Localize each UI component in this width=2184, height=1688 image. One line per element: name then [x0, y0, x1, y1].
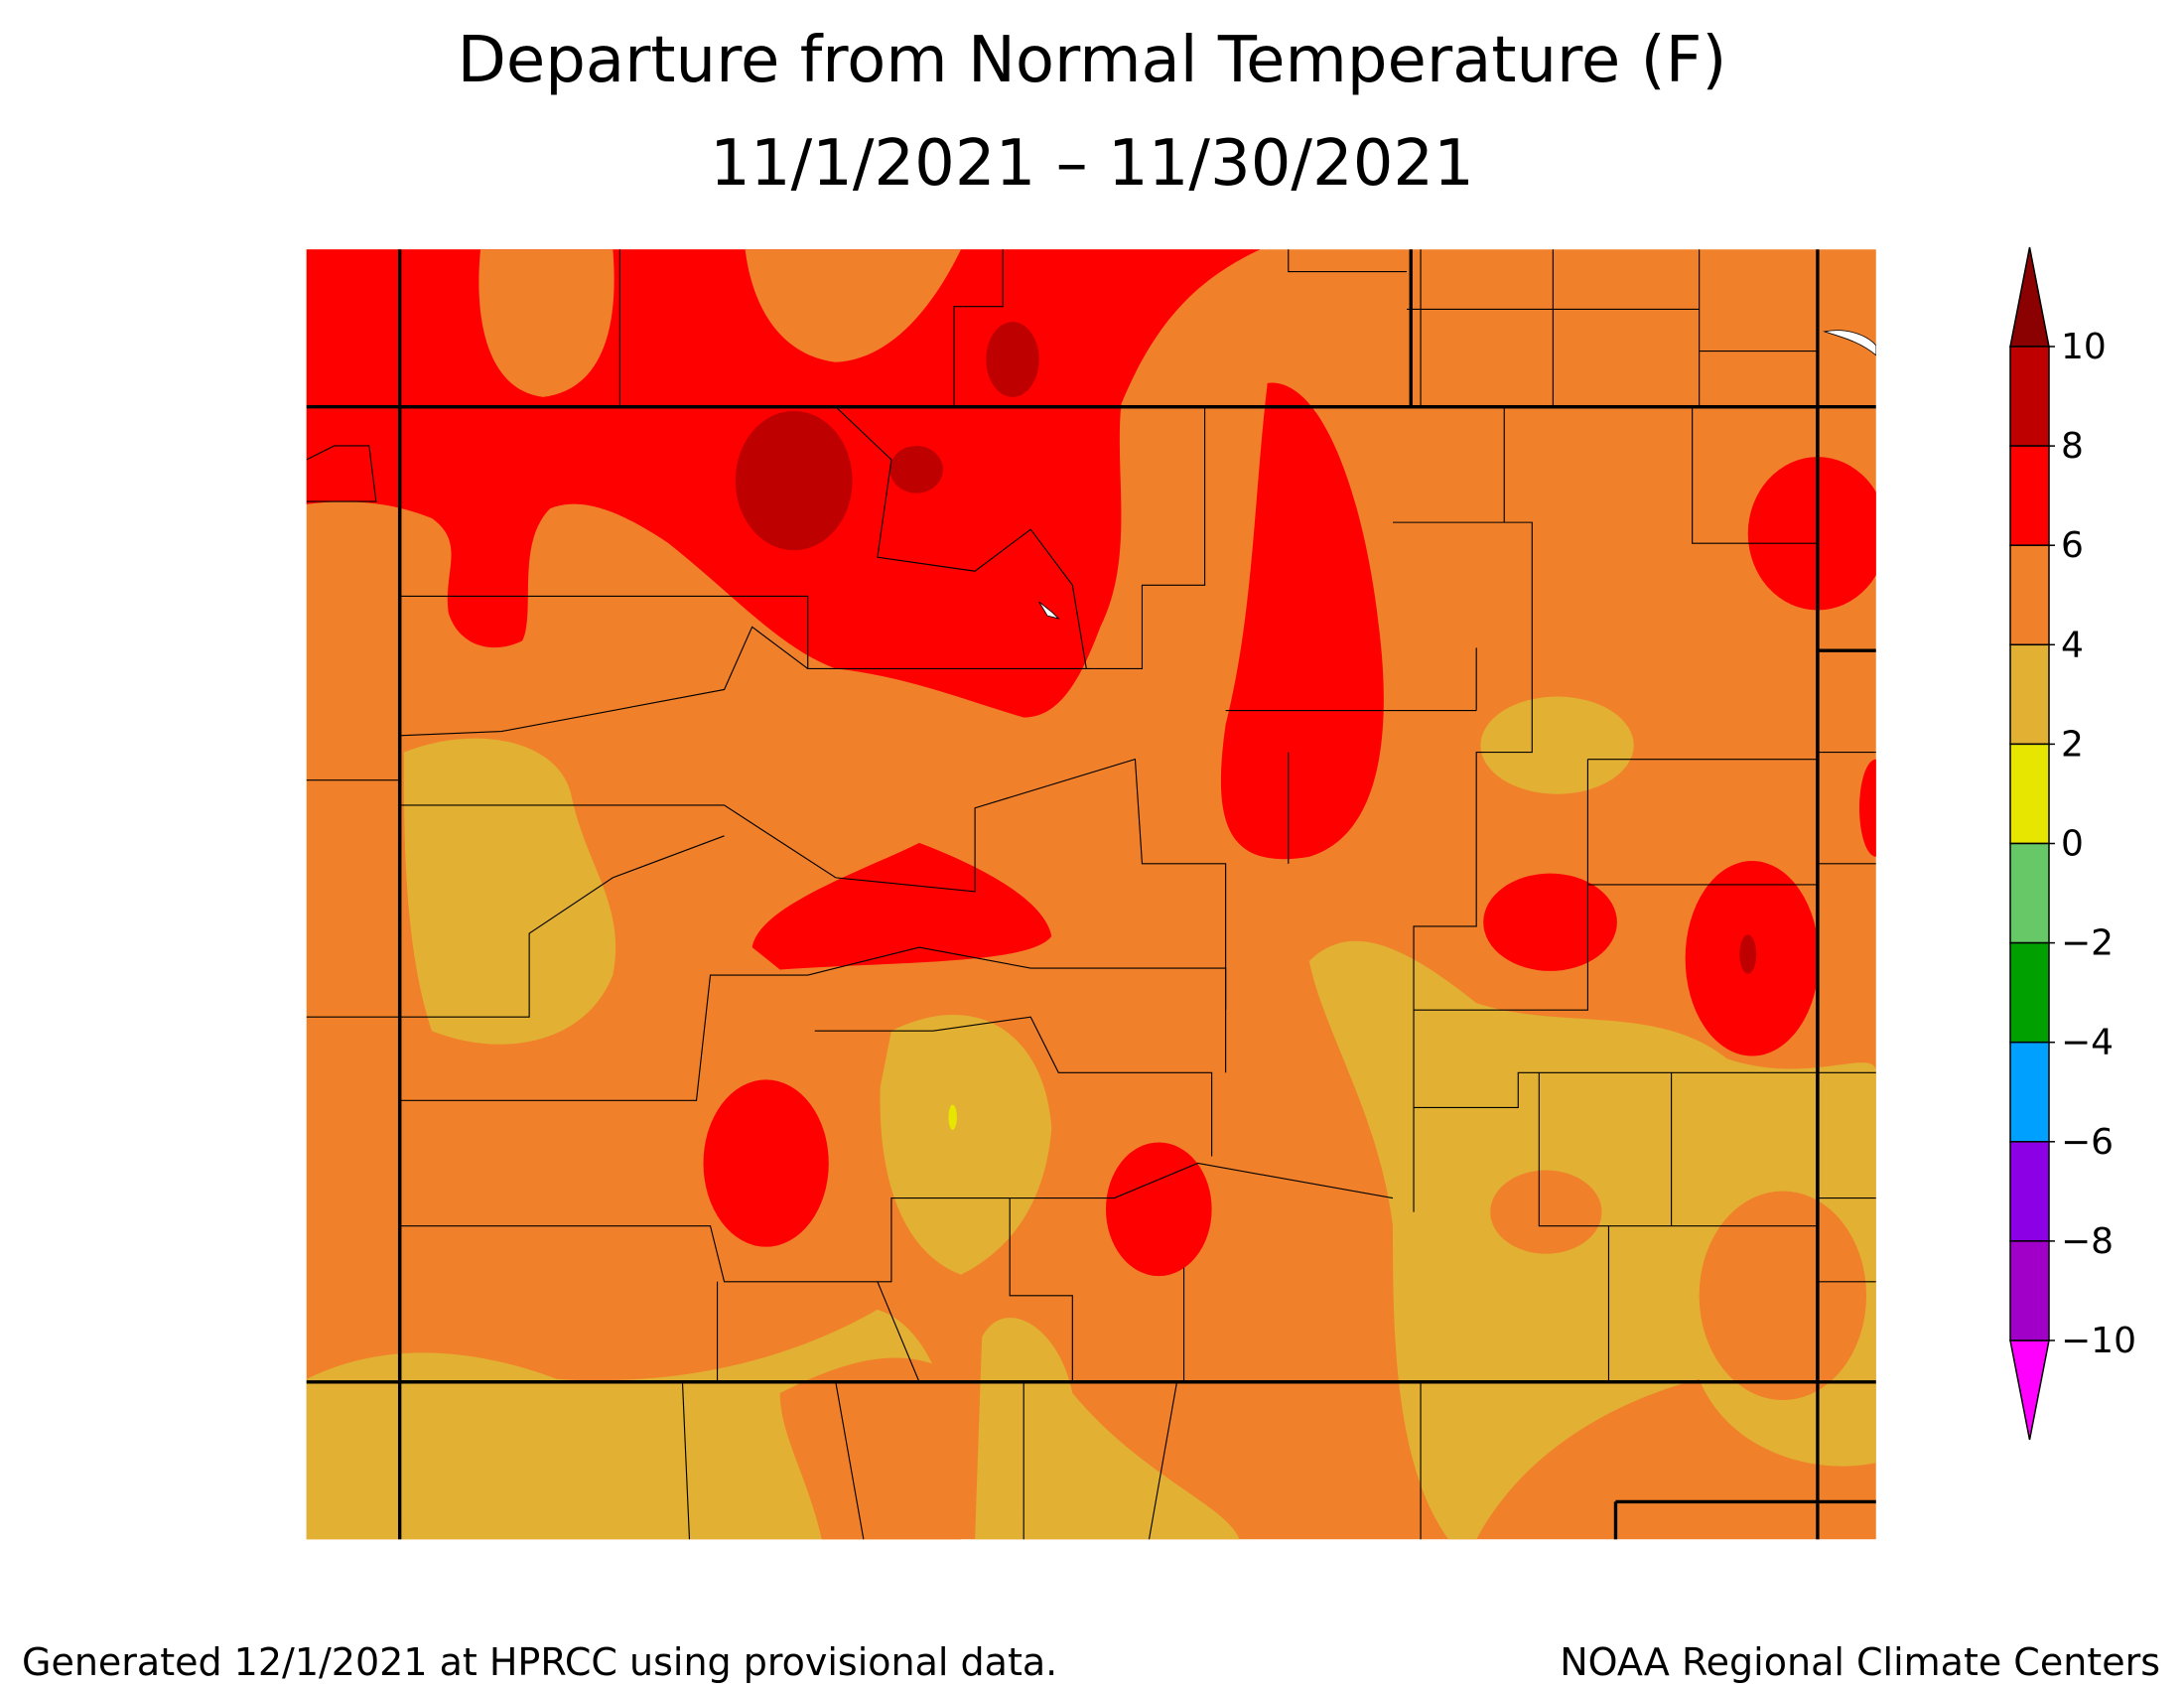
color-legend: 10 8 6 4 2 0 −2 −4 −6 −8 −10	[2009, 246, 2136, 1441]
legend-bin	[2009, 346, 2050, 447]
state-borders	[306, 249, 1876, 1540]
legend-bin	[2009, 941, 2050, 1044]
legend-tick-label: 6	[2061, 525, 2084, 566]
legend-tick-label: 8	[2061, 426, 2084, 467]
region-8-10	[735, 322, 1757, 974]
lake	[1038, 601, 1060, 620]
legend-tick-label: 2	[2061, 724, 2084, 765]
region-0-2	[948, 1104, 957, 1130]
footer-left: Generated 12/1/2021 at HPRCC using provi…	[22, 1640, 1057, 1684]
title: Departure from Normal Temperature (F)	[458, 24, 1727, 97]
legend-tick-label: 0	[2061, 824, 2084, 865]
footer-right: NOAA Regional Climate Centers	[1560, 1640, 2160, 1684]
subtitle: 11/1/2021 – 11/30/2021	[710, 127, 1474, 201]
legend-tick-label: 10	[2061, 327, 2107, 367]
legend-under-arrow	[2009, 1339, 2050, 1441]
legend-tick-label: 4	[2061, 625, 2084, 665]
legend-bin	[2009, 1041, 2050, 1143]
county-lines	[306, 249, 1876, 1540]
lake	[1823, 330, 1876, 356]
legend-bin	[2009, 1141, 2050, 1242]
legend-bin	[2009, 842, 2050, 944]
legend-tick-label: −2	[2061, 923, 2114, 964]
region-4-6	[779, 1170, 1867, 1540]
region-2-4	[306, 696, 1876, 1540]
legend-bin	[2009, 1240, 2050, 1341]
legend-bin	[2009, 445, 2050, 546]
map	[306, 249, 1876, 1540]
legend-bin	[2009, 743, 2050, 845]
legend-tick-label: −6	[2061, 1122, 2114, 1163]
legend-tick-label: −4	[2061, 1023, 2114, 1063]
legend-tick-label: −8	[2061, 1221, 2114, 1262]
legend-bin	[2009, 643, 2050, 746]
legend-tick-label: −10	[2061, 1321, 2136, 1361]
legend-over-arrow	[2009, 246, 2050, 348]
region-4-6	[478, 249, 962, 397]
legend-bin	[2009, 544, 2050, 646]
